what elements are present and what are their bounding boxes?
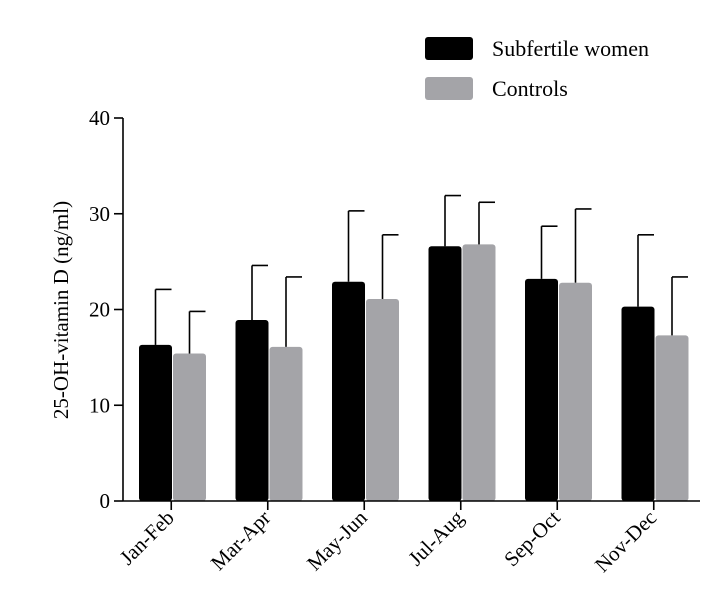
- x-tick-label: May-Jun: [302, 505, 372, 575]
- x-tick-label: Nov-Dec: [590, 506, 661, 577]
- bar-0-4: [525, 278, 558, 501]
- y-tick-label: 30: [89, 202, 110, 226]
- legend-swatch: [425, 77, 473, 100]
- x-tick-label: Jul-Aug: [403, 505, 468, 570]
- bar-1-1: [269, 346, 303, 501]
- y-tick-label: 20: [89, 298, 110, 322]
- bar-0-1: [235, 320, 269, 501]
- bars: [139, 244, 689, 501]
- bar-1-3: [462, 244, 496, 501]
- x-tick-label: Jan-Feb: [115, 506, 179, 570]
- bar-0-0: [139, 344, 172, 501]
- error-bars: [154, 194, 688, 354]
- bar-1-2: [366, 298, 399, 501]
- bar-1-5: [655, 335, 689, 501]
- bar-0-3: [428, 246, 462, 501]
- bar-1-0: [173, 353, 206, 501]
- bar-0-5: [621, 306, 655, 501]
- y-axis-label: 25-OH-vitamin D (ng/ml): [49, 201, 73, 419]
- x-tick-label: Mar-Apr: [206, 506, 275, 575]
- x-tick-label: Sep-Oct: [499, 505, 565, 571]
- y-tick-label: 10: [89, 393, 110, 417]
- legend-label: Controls: [492, 76, 568, 101]
- bar-1-4: [559, 282, 592, 501]
- bar-0-2: [332, 281, 365, 501]
- y-tick-label: 40: [89, 106, 110, 130]
- y-tick-label: 0: [100, 489, 111, 513]
- legend-label: Subfertile women: [492, 36, 649, 61]
- legend-swatch: [425, 37, 473, 60]
- legend: Subfertile women Controls: [425, 36, 649, 101]
